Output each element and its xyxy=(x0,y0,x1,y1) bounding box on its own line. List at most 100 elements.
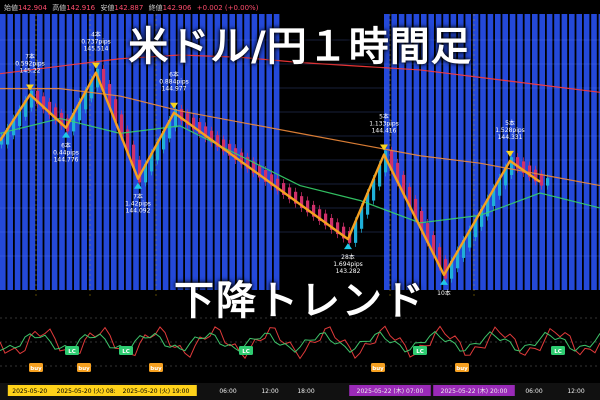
candle xyxy=(240,152,244,165)
session-band xyxy=(487,14,494,290)
candle xyxy=(114,99,118,122)
candle xyxy=(318,209,322,222)
time-axis-tick-label: 2025-05-20 (火) 19:00 xyxy=(123,388,190,395)
candle xyxy=(528,165,532,178)
candle xyxy=(210,130,214,143)
time-axis-tick-label: 2025-05-20 (火) 08:00 xyxy=(57,388,124,395)
session-band xyxy=(583,14,590,290)
ohlc-high-value: 142.916 xyxy=(66,4,96,12)
swing-high-marker xyxy=(26,84,34,91)
session-band xyxy=(546,14,553,290)
moving-average-line xyxy=(0,117,600,224)
candle xyxy=(252,161,256,174)
session-band xyxy=(524,14,531,290)
buy-badge-label: buy xyxy=(30,366,42,372)
swing-low-marker xyxy=(344,243,352,250)
session-band xyxy=(472,14,479,290)
ohlc-low-label: 安値 xyxy=(100,4,115,12)
buy-signal: buy xyxy=(371,363,385,372)
candle xyxy=(300,196,304,208)
candle xyxy=(0,137,4,145)
session-band xyxy=(251,14,258,290)
buy-badge-label: buy xyxy=(372,366,384,372)
session-band xyxy=(413,14,420,290)
time-axis-tick-label: 2025-05-22 (木) 20:00 xyxy=(441,387,508,395)
indicator-panel xyxy=(0,297,600,382)
swing-label-line: 144.092 xyxy=(126,208,151,215)
candle xyxy=(426,223,430,243)
candle xyxy=(204,126,208,139)
candle xyxy=(102,68,106,92)
swing-label-line: 6本 xyxy=(169,71,179,79)
time-axis-highlight xyxy=(115,385,197,396)
candle xyxy=(258,165,262,178)
time-axis-tick-label: 12:00 xyxy=(567,388,584,395)
candle xyxy=(276,178,280,191)
candle xyxy=(330,217,334,230)
session-band xyxy=(162,14,169,290)
swing-label-line: 4本 xyxy=(91,31,101,39)
lc-badge-label: LC xyxy=(242,349,250,355)
lc-badge-label: LC xyxy=(416,349,424,355)
candle xyxy=(354,221,358,243)
candle xyxy=(132,144,136,168)
buy-badge xyxy=(149,363,163,372)
session-band xyxy=(148,14,154,290)
time-axis-highlight xyxy=(49,385,131,396)
candle xyxy=(90,79,94,99)
candle xyxy=(24,100,28,117)
lc-badge-label: LC xyxy=(68,349,76,355)
lc-badge xyxy=(65,346,79,355)
session-band xyxy=(554,14,560,290)
candle xyxy=(546,178,550,186)
session-band xyxy=(29,14,36,290)
ohlc-low-value: 142.887 xyxy=(114,4,144,12)
swing-label-line: 1.528pips xyxy=(495,127,525,134)
time-axis-tick-label: 2025-05-22 (木) 07:00 xyxy=(357,387,424,395)
candle xyxy=(12,118,16,136)
chart-title: 米ドル/円１時間足 xyxy=(128,24,472,70)
swing-low-marker xyxy=(440,278,448,285)
buy-badge-label: buy xyxy=(78,366,90,372)
time-axis-tick-label: 18:00 xyxy=(297,388,314,395)
candle xyxy=(456,250,460,269)
buy-signal: buy xyxy=(77,363,91,372)
buy-badge xyxy=(455,363,469,372)
candle xyxy=(540,173,544,186)
session-band xyxy=(539,14,545,290)
candle xyxy=(384,150,388,173)
candle xyxy=(264,169,268,182)
session-band xyxy=(66,14,73,290)
session-band xyxy=(576,14,582,290)
candle xyxy=(228,143,232,156)
candle xyxy=(138,159,142,183)
candle xyxy=(516,157,520,169)
candle xyxy=(474,219,478,238)
session-band xyxy=(170,14,176,290)
candle xyxy=(126,129,130,153)
ohlc-close-label: 終値 xyxy=(148,4,163,12)
session-band xyxy=(118,14,124,290)
session-band xyxy=(458,14,464,290)
candle xyxy=(84,90,88,110)
time-axis-highlight xyxy=(7,385,65,396)
candle xyxy=(144,163,148,183)
candle xyxy=(282,183,286,195)
candle xyxy=(312,204,316,217)
candle xyxy=(420,211,424,231)
swing-label-line: 0.44pips xyxy=(53,150,79,157)
lc-badge-label: LC xyxy=(122,349,130,355)
lc-signal: LC xyxy=(65,346,79,355)
ohlc-open-label: 始値 xyxy=(4,4,18,12)
session-band xyxy=(450,14,457,290)
candle xyxy=(480,208,484,227)
swing-label-line: 1.42pips xyxy=(125,201,151,208)
swing-label-line: 145.514 xyxy=(84,46,109,53)
swing-label-line: 0.592pips xyxy=(15,61,45,68)
session-band xyxy=(236,14,243,290)
buy-badge xyxy=(77,363,91,372)
session-band xyxy=(37,14,43,290)
swing-low-marker xyxy=(134,182,142,189)
time-axis-tick-label: 2025-05-20 (火) xyxy=(12,388,59,395)
candle xyxy=(186,113,190,126)
